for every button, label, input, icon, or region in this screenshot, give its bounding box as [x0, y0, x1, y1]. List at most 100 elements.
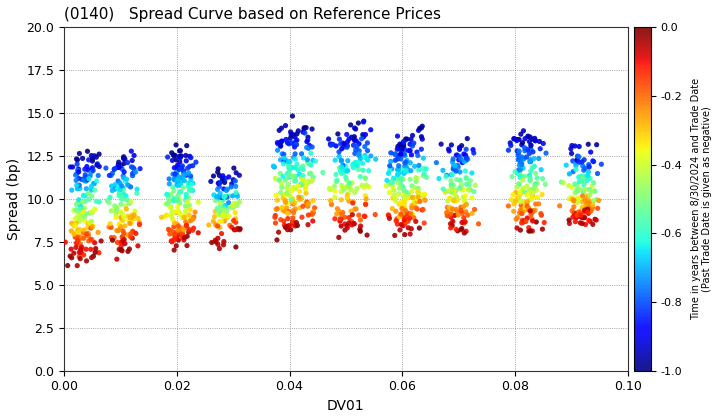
Point	[213, 210, 225, 217]
Point	[171, 156, 182, 163]
Point	[310, 158, 321, 165]
Point	[523, 138, 535, 145]
Point	[171, 221, 183, 228]
Point	[291, 141, 302, 148]
Point	[388, 175, 400, 181]
Point	[176, 231, 188, 238]
Point	[284, 171, 295, 178]
Point	[438, 186, 449, 192]
Point	[85, 225, 96, 231]
Point	[351, 138, 362, 144]
Point	[163, 176, 175, 182]
Point	[341, 194, 353, 201]
Point	[118, 155, 130, 162]
Point	[217, 176, 229, 183]
Point	[281, 223, 292, 230]
Point	[174, 200, 186, 207]
Point	[112, 184, 123, 191]
Point	[413, 191, 425, 197]
Point	[398, 186, 410, 193]
Point	[383, 170, 395, 177]
Point	[284, 140, 295, 147]
Point	[417, 136, 428, 142]
Point	[296, 175, 307, 181]
Point	[574, 213, 585, 220]
Point	[336, 170, 348, 177]
Point	[230, 215, 241, 222]
Point	[513, 148, 525, 155]
Point	[218, 238, 230, 245]
Point	[399, 160, 410, 166]
Point	[172, 203, 184, 210]
Point	[442, 211, 454, 218]
Point	[403, 147, 415, 154]
Point	[574, 178, 585, 185]
Point	[362, 157, 374, 163]
Point	[350, 159, 361, 166]
Point	[519, 173, 531, 180]
Point	[514, 209, 526, 216]
Point	[287, 184, 299, 191]
Point	[276, 184, 287, 191]
Point	[397, 222, 409, 229]
Point	[174, 153, 185, 160]
Point	[281, 205, 292, 211]
Point	[127, 164, 139, 171]
Point	[517, 206, 528, 213]
Point	[527, 149, 539, 155]
Point	[448, 189, 459, 196]
Point	[574, 211, 585, 218]
Point	[348, 137, 360, 144]
Point	[71, 220, 82, 227]
Point	[349, 206, 361, 213]
Point	[171, 170, 182, 176]
Point	[300, 202, 312, 208]
Point	[171, 196, 183, 202]
Point	[575, 194, 586, 201]
Point	[115, 239, 127, 245]
Point	[168, 223, 179, 230]
Point	[222, 186, 233, 192]
Point	[174, 196, 185, 202]
Point	[275, 216, 287, 223]
Point	[118, 168, 130, 175]
Point	[213, 183, 225, 190]
Point	[174, 147, 185, 154]
Point	[461, 155, 472, 162]
Point	[179, 171, 190, 177]
Point	[188, 214, 199, 220]
Point	[586, 206, 598, 213]
Point	[452, 228, 464, 234]
Point	[221, 205, 233, 211]
Point	[536, 166, 547, 173]
Point	[572, 153, 583, 160]
Point	[517, 139, 528, 146]
Point	[454, 169, 466, 176]
Point	[570, 210, 581, 217]
Point	[579, 173, 590, 180]
Point	[161, 212, 173, 218]
Point	[206, 239, 217, 246]
Point	[297, 203, 309, 210]
Point	[74, 185, 86, 192]
Point	[418, 155, 429, 162]
Point	[128, 165, 140, 172]
Point	[72, 229, 84, 236]
Point	[351, 185, 363, 192]
Point	[219, 179, 230, 186]
Point	[585, 208, 596, 215]
Point	[103, 199, 114, 206]
Point	[359, 152, 371, 159]
Point	[164, 227, 176, 234]
Point	[402, 210, 413, 216]
Point	[282, 187, 294, 194]
Point	[586, 183, 598, 189]
Point	[187, 187, 199, 194]
Point	[120, 178, 131, 185]
Point	[564, 196, 575, 202]
Point	[180, 218, 192, 225]
Point	[539, 181, 551, 188]
Point	[289, 150, 301, 157]
Point	[583, 161, 595, 168]
Point	[289, 173, 300, 180]
